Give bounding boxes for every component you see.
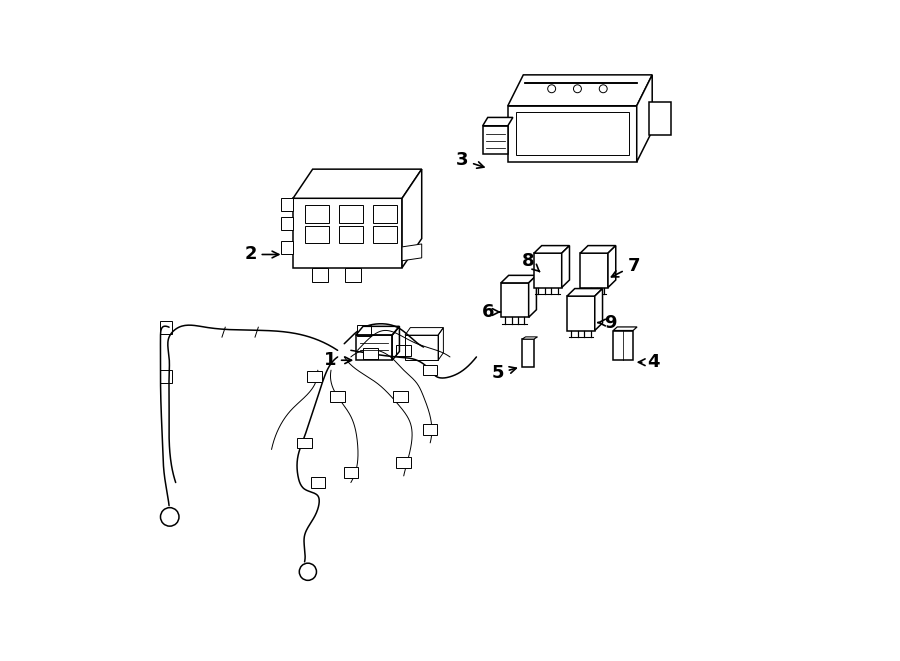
Polygon shape: [567, 289, 602, 296]
Polygon shape: [508, 75, 652, 106]
Polygon shape: [522, 337, 537, 339]
Polygon shape: [356, 325, 372, 336]
Text: 1: 1: [323, 351, 352, 369]
Polygon shape: [580, 246, 616, 253]
Polygon shape: [650, 102, 670, 136]
Polygon shape: [562, 246, 570, 288]
Polygon shape: [310, 477, 325, 488]
Polygon shape: [613, 327, 637, 330]
Polygon shape: [580, 253, 608, 288]
Text: 2: 2: [244, 245, 279, 264]
Polygon shape: [307, 371, 322, 382]
Polygon shape: [508, 106, 636, 162]
Polygon shape: [501, 276, 536, 283]
Polygon shape: [281, 241, 293, 254]
Polygon shape: [281, 198, 293, 211]
Polygon shape: [534, 246, 570, 253]
Polygon shape: [423, 365, 437, 375]
Polygon shape: [293, 198, 402, 268]
Polygon shape: [312, 268, 328, 282]
Polygon shape: [330, 391, 345, 402]
Polygon shape: [397, 345, 411, 356]
Text: 4: 4: [638, 353, 660, 371]
Polygon shape: [364, 348, 378, 359]
Polygon shape: [528, 276, 536, 317]
Polygon shape: [281, 217, 293, 229]
Text: 7: 7: [611, 256, 640, 277]
Text: 5: 5: [491, 364, 517, 383]
Polygon shape: [534, 253, 562, 288]
Polygon shape: [613, 330, 633, 360]
Polygon shape: [501, 283, 528, 317]
Polygon shape: [393, 391, 408, 402]
Polygon shape: [402, 169, 422, 268]
Polygon shape: [636, 75, 652, 162]
Polygon shape: [482, 126, 508, 153]
Polygon shape: [402, 244, 422, 261]
Polygon shape: [567, 296, 595, 330]
Text: 9: 9: [598, 313, 616, 332]
Text: 6: 6: [482, 303, 500, 321]
Polygon shape: [397, 457, 411, 468]
Polygon shape: [345, 268, 361, 282]
Polygon shape: [482, 118, 513, 126]
Polygon shape: [595, 289, 602, 330]
Polygon shape: [297, 438, 312, 448]
Polygon shape: [522, 339, 534, 367]
Polygon shape: [423, 424, 437, 435]
Text: 8: 8: [522, 252, 539, 272]
Polygon shape: [608, 246, 616, 288]
Text: 3: 3: [455, 151, 484, 169]
Polygon shape: [293, 169, 422, 198]
Polygon shape: [344, 467, 358, 478]
